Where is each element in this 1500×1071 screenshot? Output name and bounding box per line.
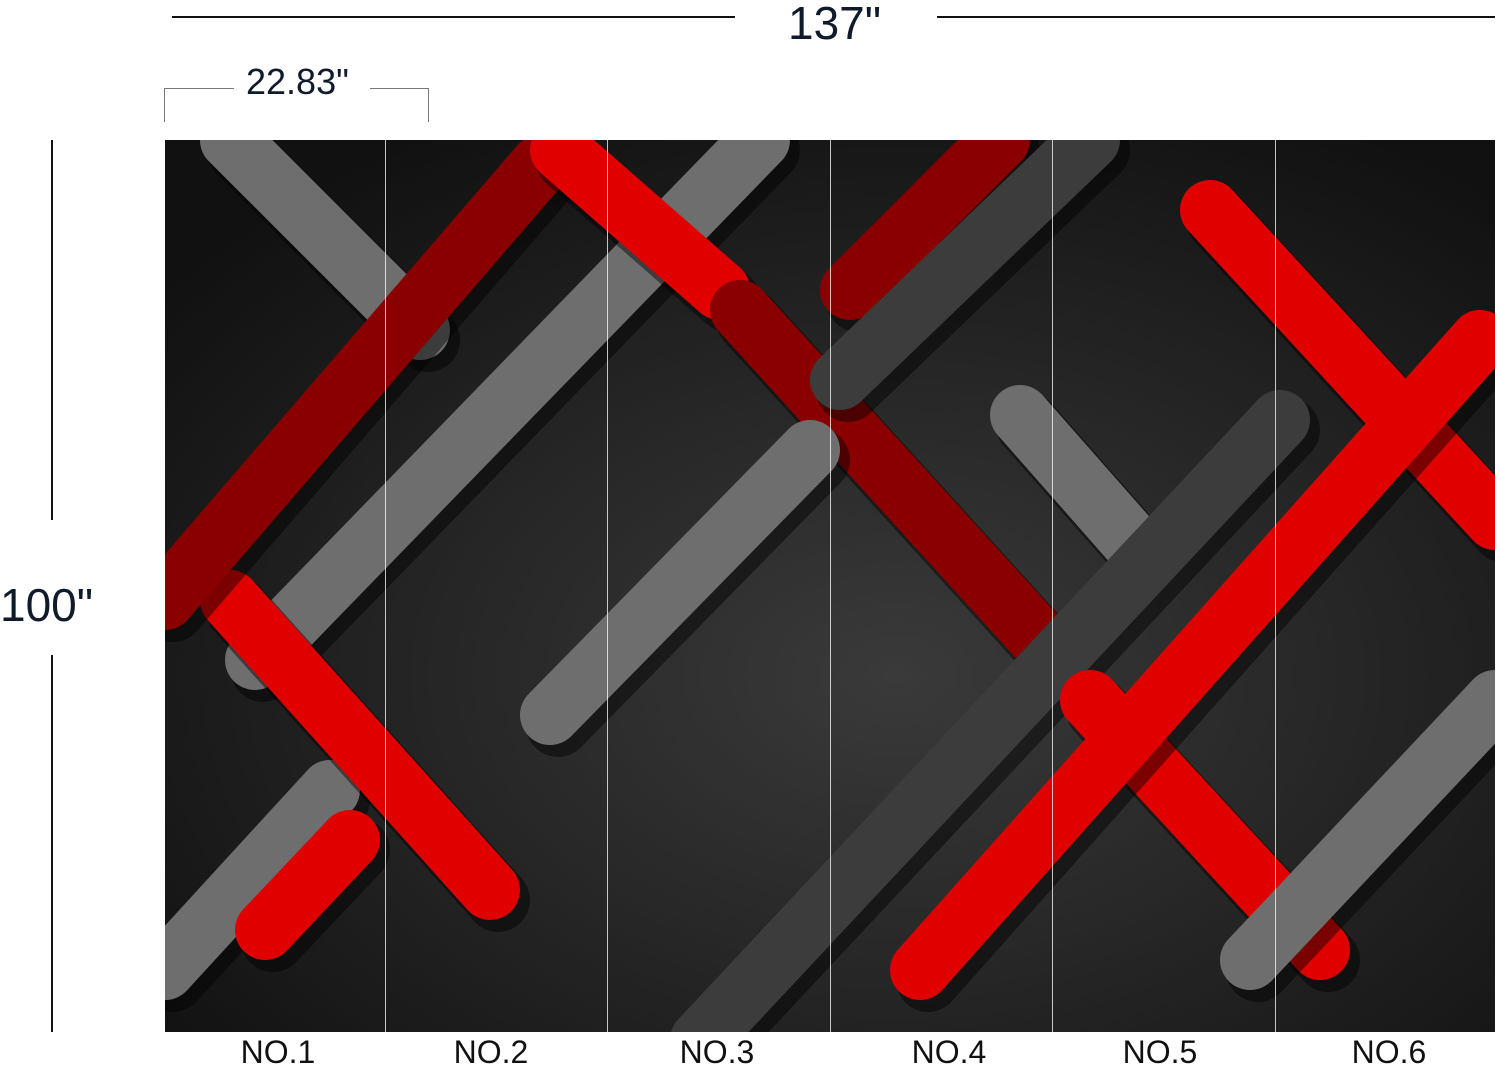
mural-preview xyxy=(165,140,1495,1032)
height-dimension-line-top xyxy=(51,140,53,520)
stripe xyxy=(1220,670,1495,990)
stripe xyxy=(890,310,1495,1000)
panel-divider xyxy=(607,140,608,1032)
panel-divider xyxy=(1052,140,1053,1032)
width-dimension-line-right xyxy=(937,16,1495,18)
total-width-label: 137" xyxy=(788,0,882,49)
panel-divider xyxy=(830,140,831,1032)
stripe xyxy=(820,140,1030,320)
panel-label-1: NO.1 xyxy=(240,1034,316,1070)
stripe xyxy=(710,280,1070,670)
height-dimension-line-bottom xyxy=(51,655,53,1032)
stripe xyxy=(671,390,1310,1032)
panel-bracket-top-left xyxy=(164,88,234,89)
total-height-label: 100" xyxy=(0,579,94,631)
stripe xyxy=(520,420,840,745)
panel-divider xyxy=(385,140,386,1032)
stripe xyxy=(235,810,380,960)
panel-bracket-left xyxy=(164,88,165,122)
panel-bracket-right xyxy=(428,88,429,122)
panel-label-5: NO.5 xyxy=(1122,1034,1198,1070)
stripe xyxy=(165,760,360,1000)
stripe xyxy=(530,140,750,320)
stripe xyxy=(165,140,570,630)
panel-label-2: NO.2 xyxy=(453,1034,529,1070)
stripe xyxy=(1180,180,1495,550)
panel-label-6: NO.6 xyxy=(1351,1034,1427,1070)
stripe xyxy=(200,570,520,920)
stripe xyxy=(810,140,1120,410)
panel-label-4: NO.4 xyxy=(911,1034,987,1070)
panel-width-label: 22.83" xyxy=(246,61,349,102)
width-dimension-line-left xyxy=(172,16,735,18)
panel-bracket-top-right xyxy=(370,88,428,89)
stripe xyxy=(990,385,1160,570)
panel-divider xyxy=(1275,140,1276,1032)
panel-label-3: NO.3 xyxy=(679,1034,755,1070)
